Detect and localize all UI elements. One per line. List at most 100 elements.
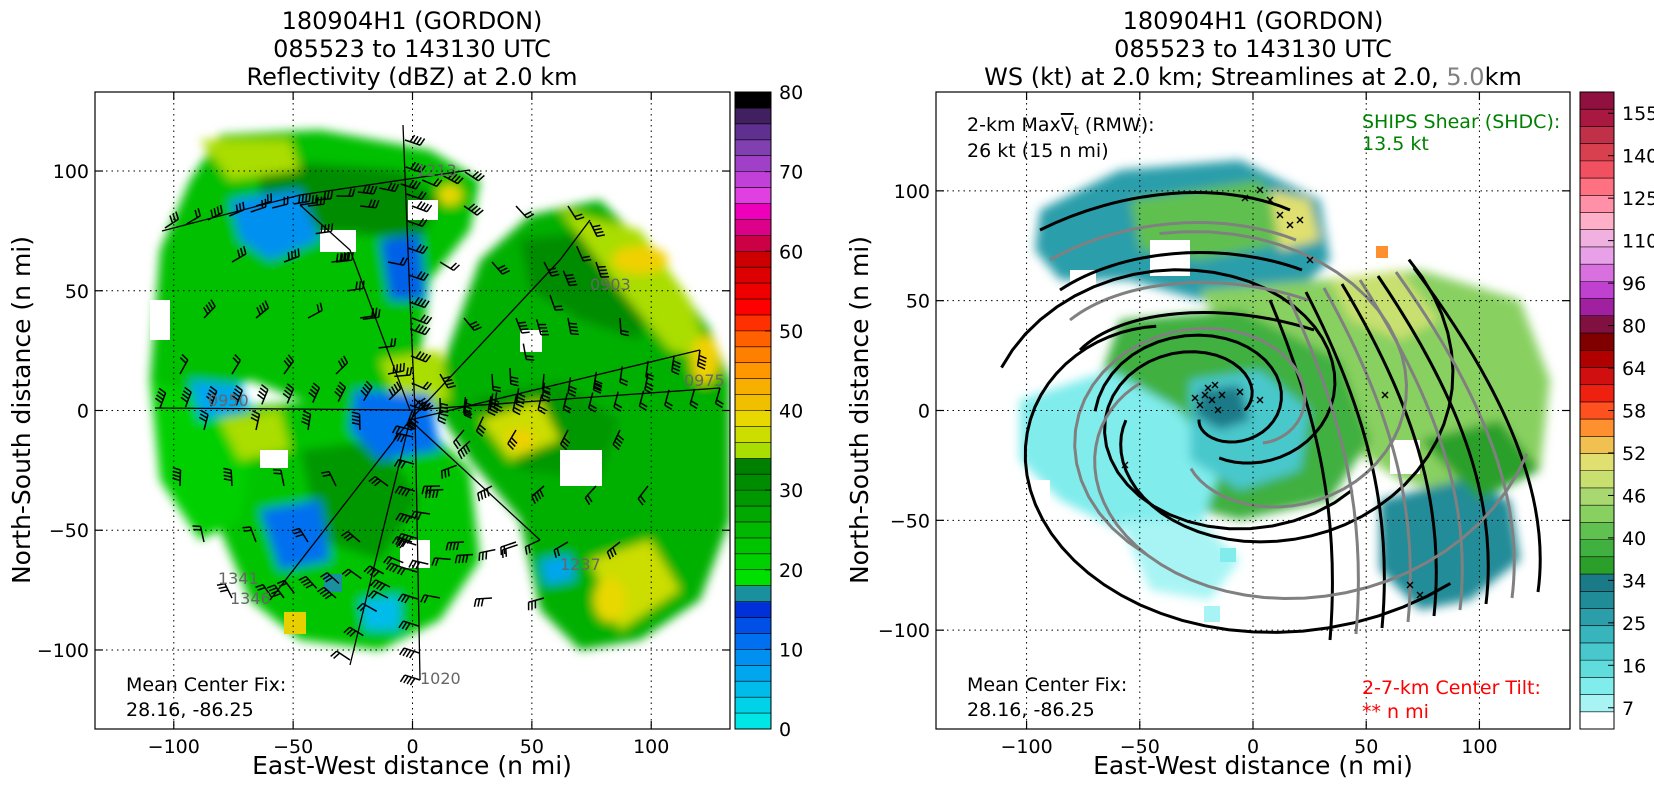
colorbar-tick-label: 60 — [779, 241, 803, 263]
wind-barb-flag — [213, 207, 217, 217]
wind-barb-flag — [637, 498, 644, 506]
wind-barb-shaft — [411, 382, 427, 391]
center-fix-mark — [1218, 391, 1226, 399]
wind-barb-flag — [487, 411, 496, 417]
refl-blue-2 — [380, 235, 425, 300]
colorbar-segment — [1580, 92, 1614, 110]
shear-label-line2: 13.5 kt — [1362, 133, 1429, 155]
wind-barb-flag — [673, 360, 681, 365]
wind-barb-flag — [454, 175, 461, 183]
wind-barb-flag — [671, 370, 680, 376]
wind-barb-flag — [471, 323, 480, 329]
colorbar-segment — [1580, 264, 1614, 282]
wind-barb-shaft — [500, 541, 517, 548]
colorbar-segment — [735, 474, 771, 491]
colorbar-segment — [735, 346, 771, 364]
wind-barb-flag — [158, 387, 167, 394]
wind-barb-flag — [478, 552, 481, 561]
wind-barb-shaft — [403, 620, 419, 627]
wind-barb-shaft — [562, 393, 569, 410]
wind-barb-flag — [330, 650, 338, 658]
wind-barb-flag — [199, 413, 208, 419]
wind-barb-flag — [368, 475, 376, 483]
wind-barb-flag — [363, 565, 371, 573]
wind-barb-flag — [336, 253, 339, 262]
wind-barb-shaft — [250, 206, 267, 213]
wind-barb-flag — [395, 426, 401, 435]
wind-barb-shaft — [553, 541, 569, 551]
wind-barb-flag — [364, 383, 371, 391]
wind-barb-flag — [386, 557, 393, 565]
wind-barbs — [154, 134, 724, 686]
wind-barb-flag — [156, 394, 164, 401]
refl-yg-6 — [220, 410, 290, 460]
colorbar-segment — [735, 601, 771, 619]
wind-barb-flag — [351, 421, 361, 426]
colorbar-tick-label: 40 — [1622, 528, 1646, 550]
wind-barb-flag — [337, 360, 344, 369]
wind-barb-flag — [447, 385, 456, 389]
center-fix-mark — [1381, 391, 1389, 399]
wind-barb-flag — [282, 392, 290, 400]
wind-barb-flag — [294, 249, 297, 258]
wind-barb-shaft — [280, 470, 285, 487]
colorbar-segment — [735, 410, 771, 427]
wind-barb-flag — [210, 209, 214, 218]
colorbar-tick-label: 10 — [779, 639, 803, 661]
track-label-1346: 1346 — [230, 589, 271, 608]
streamline — [1340, 283, 1438, 617]
wind-barb-flag — [593, 386, 602, 392]
wind-barb-flag — [290, 250, 294, 259]
wind-barb-flag — [434, 558, 439, 567]
y-tick-label: −100 — [37, 640, 89, 662]
y-tick-label: 0 — [77, 401, 89, 423]
wind-barb-flag — [184, 386, 192, 393]
wind-barb-flag — [413, 162, 420, 171]
wind-barb-shaft — [531, 485, 545, 497]
wind-barb-flag — [236, 249, 241, 258]
wind-barb-shaft — [399, 485, 415, 492]
wind-barb-shaft — [390, 562, 407, 570]
wind-barb-shaft — [305, 575, 318, 589]
wind-barb-flag — [447, 468, 450, 477]
wind-barb-flag — [205, 395, 214, 402]
wind-barb-flag — [609, 549, 614, 558]
y-tick-label: −100 — [878, 620, 930, 642]
wind-barb-flag — [396, 539, 402, 548]
wind-barb-flag — [298, 575, 307, 581]
wind-barb-flag — [698, 358, 707, 363]
wind-barb-flag — [399, 647, 405, 656]
wind-barb-flag — [440, 406, 449, 410]
wind-barb-flag — [172, 474, 181, 478]
wind-barb-flag — [340, 530, 349, 537]
colorbar-tick-label: 46 — [1622, 485, 1646, 507]
wind-barb-flag — [524, 546, 528, 555]
wind-barb-flag — [375, 200, 380, 209]
wind-barb-flag — [470, 205, 478, 212]
wind-barb-flag — [491, 398, 500, 403]
wind-barb-flag — [425, 354, 432, 363]
x-tick-label: 0 — [406, 736, 418, 758]
wind-barb-flag — [457, 451, 463, 460]
colorbar-tick-label: 25 — [1622, 613, 1646, 635]
wind-barb-flag — [539, 489, 544, 498]
wind-barb-flag — [321, 470, 330, 474]
x-tick-label: 100 — [633, 736, 669, 758]
wind-barb-flag — [346, 535, 354, 542]
wind-barb-flag — [305, 583, 314, 589]
left-ylabel: North-South distance (n mi) — [7, 236, 36, 584]
wind-barb-shaft — [255, 307, 269, 319]
wind-barb-shaft — [255, 200, 272, 207]
wind-barb-flag — [444, 378, 453, 383]
wind-barb-shaft — [407, 247, 424, 255]
x-tick-label: −100 — [148, 736, 200, 758]
wind-barb-flag — [520, 328, 529, 331]
wind-barb-shaft — [203, 305, 216, 319]
colorbar-segment — [735, 442, 771, 459]
x-tick-label: 50 — [520, 736, 544, 758]
wind-barb-flag — [542, 385, 551, 390]
max-vt-label-line1: 2-km MaxVt (RMW): — [967, 114, 1155, 139]
wind-barb-flag — [325, 576, 333, 583]
wind-barb-flag — [287, 252, 290, 261]
refl-core-2 — [691, 336, 719, 384]
